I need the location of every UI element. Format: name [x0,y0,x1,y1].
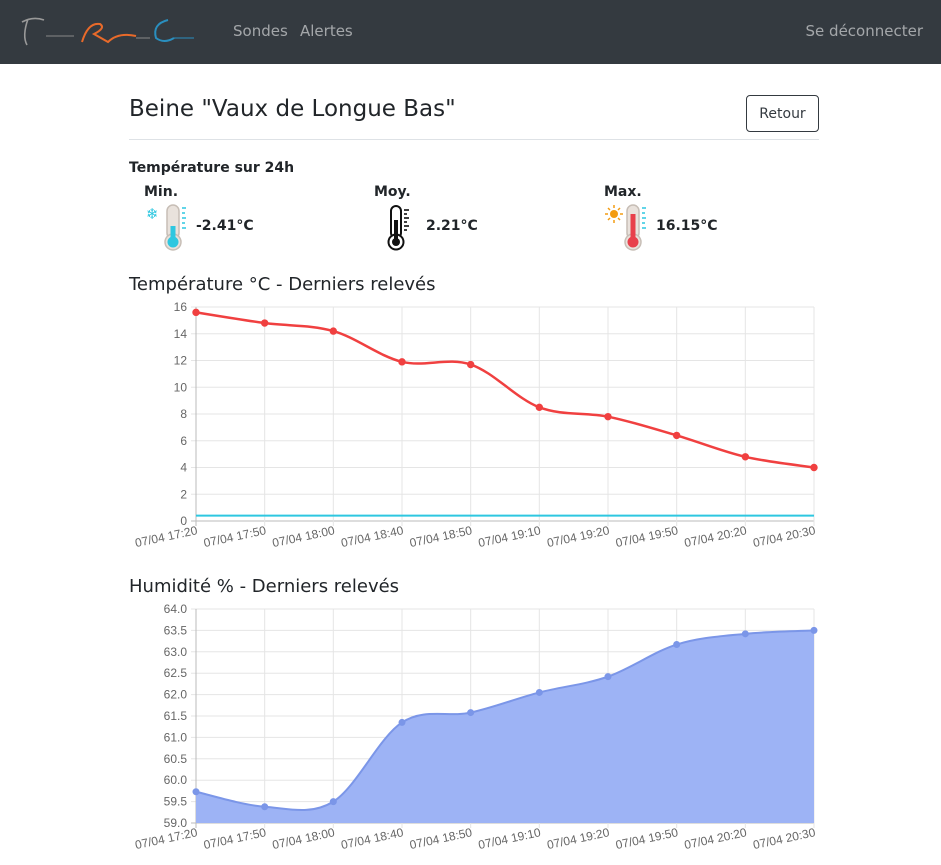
nav-sondes[interactable]: Sondes [233,22,288,40]
stat-avg-value: 2.21°C [426,218,478,234]
stat-avg: Moy. 2.21°C [359,184,499,254]
x-tick-label: 07/04 20:30 [752,523,817,550]
y-tick-label: 8 [180,407,187,421]
x-tick-label: 07/04 19:50 [614,825,679,852]
x-tick-label: 07/04 19:50 [614,523,679,550]
y-tick-label: 62.0 [164,688,188,702]
y-tick-label: 64.0 [164,602,188,616]
y-tick-label: 4 [180,461,187,475]
data-point [466,360,475,369]
data-point [261,803,269,811]
y-tick-label: 63.5 [164,623,188,637]
data-point [810,463,818,472]
y-tick-label: 2 [180,487,187,501]
series-line [195,311,815,469]
thermometer-icon [387,205,409,251]
data-point [398,718,406,726]
y-tick-label: 63.0 [164,645,188,659]
x-tick-label: 07/04 17:20 [134,523,199,550]
data-point [535,688,543,696]
thermometer-hot-icon [605,204,646,251]
x-tick-label: 07/04 17:50 [202,825,267,852]
y-tick-label: 12 [174,354,188,368]
x-tick-label: 07/04 20:30 [752,825,817,852]
humidity-chart-title: Humidité % - Derniers relevés [129,576,400,597]
stats-title: Température sur 24h [129,160,295,176]
y-tick-label: 6 [180,434,187,448]
stat-max-value: 16.15°C [656,218,718,234]
data-point [192,788,200,796]
data-point [741,453,750,461]
y-tick-label: 59.0 [164,816,188,830]
data-point [810,626,818,634]
svg-text:❄: ❄ [146,205,159,223]
temperature-chart: 0 2 4 6 8 10 12 14 16 07/04 17:20 07/04 17:50 07/04… [129,300,819,558]
stat-max: Max. 16.15°C [589,184,729,254]
humidity-chart: 59.0 59.5 60.0 60.5 61.0 61.5 62.0 62.5 63.0 63.5… [129,602,819,865]
page-title: Beine "Vaux de Longue Bas" [129,96,456,122]
x-tick-label: 07/04 17:50 [202,523,267,550]
y-tick-label: 16 [174,300,188,314]
x-tick-label: 07/04 20:20 [683,523,748,550]
y-tick-label: 0 [180,514,187,528]
x-tick-label: 07/04 18:40 [340,523,405,550]
data-point [604,412,612,421]
thermometer-cold-icon: ❄ [146,204,186,251]
x-tick-label: 07/04 18:40 [340,825,405,852]
y-tick-label: 62.5 [164,666,188,680]
logout-link[interactable]: Se déconnecter [805,22,923,40]
stat-min-value: -2.41°C [196,218,254,234]
y-tick-label: 61.0 [164,730,188,744]
y-tick-label: 14 [174,327,188,341]
stat-min: Min. ❄ -2.41°C [129,184,269,254]
data-point [535,403,544,412]
temperature-chart-title: Température °C - Derniers relevés [129,274,436,295]
x-tick-label: 07/04 18:00 [271,523,336,550]
y-tick-label: 60.0 [164,773,188,787]
stat-max-label: Max. [604,184,642,200]
series-line [195,629,815,812]
data-point [398,358,406,366]
series-area [196,630,814,823]
y-tick-label: 61.5 [164,709,188,723]
stat-avg-label: Moy. [374,184,411,200]
x-tick-label: 07/04 20:20 [683,825,748,852]
x-tick-label: 07/04 19:10 [477,825,542,852]
y-tick-label: 60.5 [164,752,188,766]
brand-logo[interactable] [18,14,198,50]
back-button[interactable]: Retour [746,95,819,132]
data-point [192,308,200,317]
data-point [329,327,338,335]
title-divider [129,139,819,140]
stat-min-label: Min. [144,184,179,200]
data-point [672,431,681,440]
navbar: Sondes Alertes Se déconnecter [0,0,941,64]
data-point [467,709,475,717]
x-tick-label: 07/04 19:20 [546,825,611,852]
x-tick-label: 07/04 18:00 [271,825,336,852]
data-point [260,319,269,327]
humidity-chart-svg: 59.0 59.5 60.0 60.5 61.0 61.5 62.0 62.5 63.0 63.5… [134,602,818,852]
data-point [741,630,749,638]
nav-alertes[interactable]: Alertes [300,22,353,40]
x-tick-label: 07/04 18:50 [408,825,473,852]
x-tick-label: 07/04 19:10 [477,523,542,550]
x-tick-label: 07/04 18:50 [408,523,473,550]
data-point [329,798,337,806]
data-point [604,673,612,681]
y-tick-label: 59.5 [164,795,188,809]
y-tick-label: 10 [174,380,188,394]
data-point [673,641,681,649]
x-tick-label: 07/04 19:20 [546,523,611,550]
